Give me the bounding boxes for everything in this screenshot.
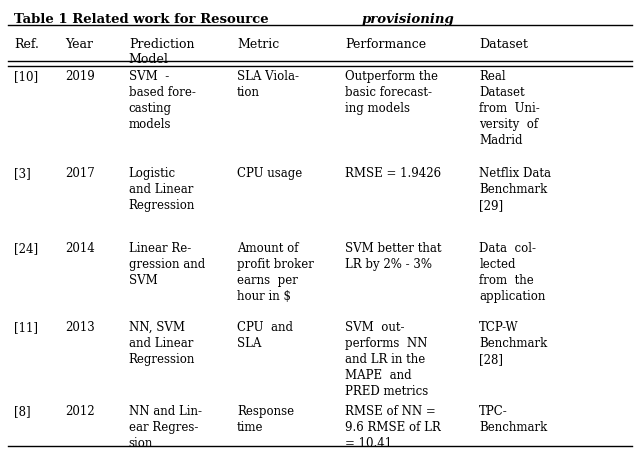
Text: [11]: [11] — [14, 321, 38, 334]
Text: [3]: [3] — [14, 167, 31, 180]
Text: CPU  and
SLA: CPU and SLA — [237, 321, 293, 350]
Text: [8]: [8] — [14, 405, 31, 418]
Text: SVM  out-
performs  NN
and LR in the
MAPE  and
PRED metrics: SVM out- performs NN and LR in the MAPE … — [346, 321, 429, 398]
Text: Logistic
and Linear
Regression: Logistic and Linear Regression — [129, 167, 195, 212]
Text: RMSE of NN =
9.6 RMSE of LR
= 10.41: RMSE of NN = 9.6 RMSE of LR = 10.41 — [346, 405, 441, 450]
Text: 2012: 2012 — [65, 405, 95, 418]
Text: TPC-
Benchmark: TPC- Benchmark — [479, 405, 548, 434]
Text: 2013: 2013 — [65, 321, 95, 334]
Text: SLA Viola-
tion: SLA Viola- tion — [237, 70, 299, 99]
Text: [24]: [24] — [14, 242, 38, 255]
Text: Dataset: Dataset — [479, 38, 528, 51]
Text: provisioning: provisioning — [362, 13, 454, 26]
Text: Data  col-
lected
from  the
application: Data col- lected from the application — [479, 242, 546, 303]
Text: Performance: Performance — [346, 38, 427, 51]
Text: Netflix Data
Benchmark
[29]: Netflix Data Benchmark [29] — [479, 167, 551, 212]
Text: Table 1 Related work for Resource: Table 1 Related work for Resource — [14, 13, 273, 26]
Text: SVM  -
based fore-
casting
models: SVM - based fore- casting models — [129, 70, 196, 131]
Text: SVM better that
LR by 2% - 3%: SVM better that LR by 2% - 3% — [346, 242, 442, 271]
Text: 2019: 2019 — [65, 70, 95, 83]
Text: Ref.: Ref. — [14, 38, 39, 51]
Text: Real
Dataset
from  Uni-
versity  of
Madrid: Real Dataset from Uni- versity of Madrid — [479, 70, 540, 147]
Text: TCP-W
Benchmark
[28]: TCP-W Benchmark [28] — [479, 321, 548, 366]
Text: NN, SVM
and Linear
Regression: NN, SVM and Linear Regression — [129, 321, 195, 366]
Text: Amount of
profit broker
earns  per
hour in $: Amount of profit broker earns per hour i… — [237, 242, 314, 303]
Text: [10]: [10] — [14, 70, 38, 83]
Text: Linear Re-
gression and
SVM: Linear Re- gression and SVM — [129, 242, 205, 286]
Text: RMSE = 1.9426: RMSE = 1.9426 — [346, 167, 442, 180]
Text: CPU usage: CPU usage — [237, 167, 303, 180]
Text: Outperform the
basic forecast-
ing models: Outperform the basic forecast- ing model… — [346, 70, 438, 116]
Text: NN and Lin-
ear Regres-
sion: NN and Lin- ear Regres- sion — [129, 405, 202, 450]
Text: 2014: 2014 — [65, 242, 95, 255]
Text: 2017: 2017 — [65, 167, 95, 180]
Text: Metric: Metric — [237, 38, 280, 51]
Text: Prediction
Model: Prediction Model — [129, 38, 195, 66]
Text: Year: Year — [65, 38, 93, 51]
Text: Response
time: Response time — [237, 405, 294, 434]
